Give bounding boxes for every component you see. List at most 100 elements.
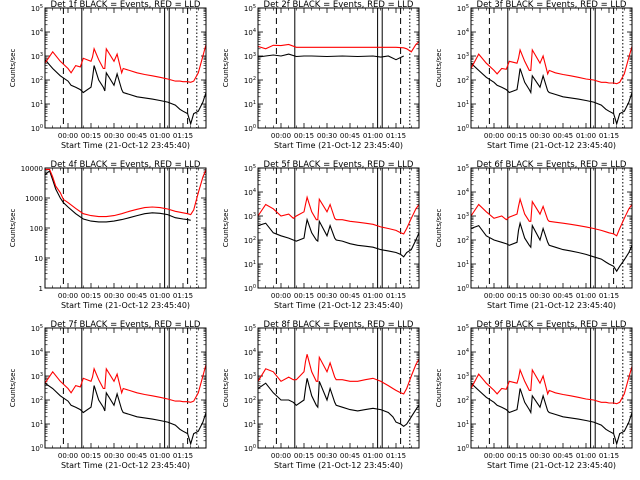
x-tick-label: 00:30 [317, 292, 337, 300]
x-tick-label: 01:00 [150, 292, 170, 300]
x-tick-label: 01:15 [173, 452, 193, 460]
series-lld-line [45, 364, 206, 403]
x-tick-label: 00:45 [340, 292, 360, 300]
x-tick-label: 00:15 [294, 452, 314, 460]
y-tick-label: 102 [457, 396, 469, 405]
y-tick-label: 100 [457, 284, 469, 293]
y-tick-label: 105 [457, 164, 469, 173]
y-axis-label: Counts/sec [9, 209, 17, 248]
y-tick-label: 101 [31, 100, 43, 109]
y-tick-label: 102 [244, 236, 256, 245]
y-tick-label: 100 [31, 444, 43, 453]
panel-det-8: Det 8f BLACK = Events, RED = LLD Counts/s… [222, 320, 420, 470]
x-tick-label: 00:45 [127, 292, 147, 300]
panel-title: Det 2f BLACK = Events, RED = LLD [264, 0, 414, 10]
plot-frame [44, 167, 207, 289]
x-tick-label: 00:15 [507, 132, 527, 140]
y-tick-label: 100 [30, 225, 43, 233]
y-axis-label: Counts/sec [222, 369, 230, 408]
y-tick-label: 104 [457, 28, 469, 37]
panel-title: Det 6f BLACK = Events, RED = LLD [477, 160, 627, 170]
panel-title: Det 9f BLACK = Events, RED = LLD [477, 320, 627, 330]
y-axis-label: Counts/sec [435, 209, 443, 248]
x-tick-label: 01:15 [599, 132, 619, 140]
x-tick-label: 00:30 [104, 132, 124, 140]
panel-det-3: Det 3f BLACK = Events, RED = LLD Counts/s… [435, 0, 633, 150]
y-tick-label: 10000 [21, 165, 43, 173]
y-tick-label: 101 [31, 420, 43, 429]
x-tick-label: 00:00 [58, 292, 78, 300]
x-tick-label: 01:00 [363, 292, 383, 300]
x-axis-label: Start Time (21-Oct-12 23:45:40) [61, 141, 190, 150]
series-events-line [258, 217, 419, 258]
x-tick-label: 00:00 [484, 292, 504, 300]
panel-det-2: Det 2f BLACK = Events, RED = LLD Counts/s… [222, 0, 420, 150]
y-tick-label: 104 [457, 188, 469, 197]
y-tick-label: 101 [244, 100, 256, 109]
series-lld-line [258, 354, 419, 395]
y-tick-label: 105 [244, 324, 256, 333]
y-tick-label: 101 [244, 420, 256, 429]
y-tick-label: 100 [244, 444, 256, 453]
y-tick-label: 100 [244, 124, 256, 133]
x-tick-label: 00:15 [294, 132, 314, 140]
y-tick-label: 103 [244, 52, 256, 61]
series-lld-line [471, 197, 632, 237]
x-tick-label: 00:00 [58, 452, 78, 460]
panel-det-6: Det 6f BLACK = Events, RED = LLD Counts/s… [435, 160, 633, 310]
y-tick-label: 100 [31, 124, 43, 133]
y-tick-label: 105 [31, 4, 43, 13]
panel-det-1: Det 1f BLACK = Events, RED = LLD Counts/s… [9, 0, 207, 150]
y-tick-label: 101 [244, 260, 256, 269]
y-tick-label: 101 [457, 100, 469, 109]
x-axis-label: Start Time (21-Oct-12 23:45:40) [61, 301, 190, 310]
series-lld-line [45, 168, 206, 218]
series-events-line [471, 382, 632, 446]
y-tick-label: 10 [34, 255, 43, 263]
x-tick-label: 00:00 [271, 132, 291, 140]
y-tick-label: 105 [31, 324, 43, 333]
x-tick-label: 00:45 [340, 132, 360, 140]
x-tick-label: 01:00 [576, 292, 596, 300]
y-tick-label: 105 [457, 4, 469, 13]
y-tick-label: 105 [244, 164, 256, 173]
y-tick-label: 103 [31, 52, 43, 61]
x-axis-label: Start Time (21-Oct-12 23:45:40) [274, 141, 403, 150]
x-tick-label: 00:45 [553, 452, 573, 460]
panel-det-7: Det 7f BLACK = Events, RED = LLD Counts/s… [9, 320, 207, 470]
y-tick-label: 1000 [25, 195, 43, 203]
x-tick-label: 01:15 [173, 132, 193, 140]
series-lld-line [45, 44, 206, 83]
x-tick-label: 01:00 [576, 132, 596, 140]
x-tick-label: 01:00 [150, 132, 170, 140]
series-events-line [45, 382, 206, 446]
x-tick-label: 01:15 [599, 452, 619, 460]
y-tick-label: 103 [457, 52, 469, 61]
x-axis-label: Start Time (21-Oct-12 23:45:40) [487, 461, 616, 470]
y-axis-label: Counts/sec [435, 369, 443, 408]
y-tick-label: 1 [39, 285, 43, 293]
plot-frame [470, 7, 633, 129]
x-tick-label: 00:15 [507, 452, 527, 460]
series-events-line [45, 169, 191, 223]
y-tick-label: 104 [244, 188, 256, 197]
x-tick-label: 01:15 [386, 452, 406, 460]
x-tick-label: 00:45 [340, 452, 360, 460]
y-tick-label: 103 [31, 372, 43, 381]
plot-frame [470, 167, 633, 289]
x-tick-label: 00:00 [271, 292, 291, 300]
y-tick-label: 103 [457, 372, 469, 381]
y-tick-label: 103 [244, 212, 256, 221]
y-tick-label: 102 [457, 236, 469, 245]
y-axis-label: Counts/sec [9, 49, 17, 88]
x-axis-label: Start Time (21-Oct-12 23:45:40) [274, 461, 403, 470]
x-tick-label: 01:15 [173, 292, 193, 300]
x-tick-label: 00:45 [553, 132, 573, 140]
y-tick-label: 105 [244, 4, 256, 13]
x-tick-label: 00:30 [104, 452, 124, 460]
series-events-line [471, 221, 632, 273]
y-tick-label: 104 [244, 28, 256, 37]
x-tick-label: 00:00 [58, 132, 78, 140]
